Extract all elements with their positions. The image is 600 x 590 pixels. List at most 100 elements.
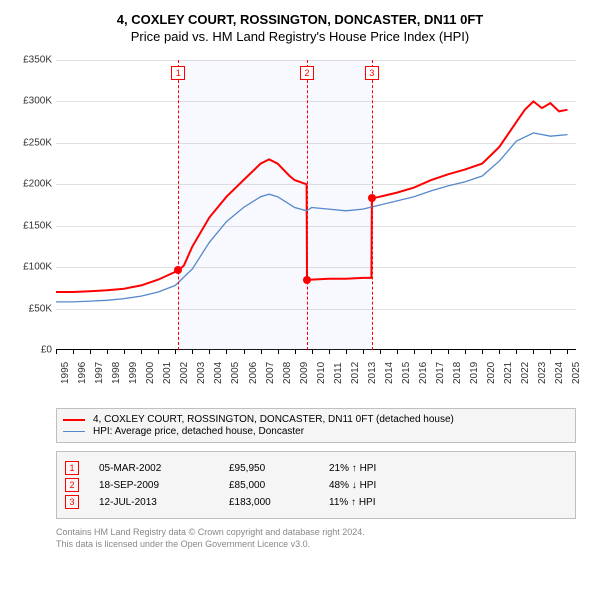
series-hpi	[56, 133, 568, 302]
sale-marker-line	[178, 60, 179, 350]
y-axis-label: £300K	[12, 96, 52, 107]
x-tick	[431, 350, 432, 354]
x-axis-label: 2016	[418, 362, 429, 384]
legend-row: 4, COXLEY COURT, ROSSINGTON, DONCASTER, …	[63, 414, 569, 425]
x-tick	[516, 350, 517, 354]
x-tick	[209, 350, 210, 354]
legend-text: 4, COXLEY COURT, ROSSINGTON, DONCASTER, …	[93, 414, 454, 425]
x-axis-label: 2021	[503, 362, 514, 384]
sale-change: 48% ↓ HPI	[329, 480, 429, 491]
x-tick	[175, 350, 176, 354]
x-axis-label: 1997	[94, 362, 105, 384]
x-axis-label: 1998	[111, 362, 122, 384]
x-tick	[141, 350, 142, 354]
x-tick	[244, 350, 245, 354]
sale-point-dot	[174, 266, 182, 274]
y-axis-label: £100K	[12, 262, 52, 273]
y-axis-label: £200K	[12, 179, 52, 190]
sale-change: 11% ↑ HPI	[329, 497, 429, 508]
x-axis-label: 1995	[60, 362, 71, 384]
x-tick	[295, 350, 296, 354]
x-axis-label: 2012	[350, 362, 361, 384]
x-axis-label: 1999	[128, 362, 139, 384]
x-axis-label: 2000	[145, 362, 156, 384]
x-axis-label: 2009	[299, 362, 310, 384]
x-tick	[482, 350, 483, 354]
chart-area: £0£50K£100K£150K£200K£250K£300K£350K1995…	[12, 52, 588, 402]
x-tick	[533, 350, 534, 354]
sale-row: 218-SEP-2009£85,00048% ↓ HPI	[65, 478, 567, 492]
sale-row: 105-MAR-2002£95,95021% ↑ HPI	[65, 461, 567, 475]
x-tick	[56, 350, 57, 354]
y-axis-label: £50K	[12, 303, 52, 314]
x-axis-label: 2017	[435, 362, 446, 384]
x-tick	[448, 350, 449, 354]
sale-date: 18-SEP-2009	[99, 480, 229, 491]
sale-row: 312-JUL-2013£183,00011% ↑ HPI	[65, 495, 567, 509]
x-axis-label: 2019	[469, 362, 480, 384]
x-axis-label: 2025	[571, 362, 582, 384]
x-tick	[346, 350, 347, 354]
legend-swatch	[63, 419, 85, 421]
x-tick	[397, 350, 398, 354]
x-tick	[90, 350, 91, 354]
x-tick	[192, 350, 193, 354]
sale-index-box: 2	[65, 478, 79, 492]
x-tick	[107, 350, 108, 354]
x-tick	[312, 350, 313, 354]
x-axis-label: 2004	[213, 362, 224, 384]
x-axis-label: 2024	[554, 362, 565, 384]
legend-row: HPI: Average price, detached house, Donc…	[63, 426, 569, 437]
sales-table: 105-MAR-2002£95,95021% ↑ HPI 2 18-SEP-2009…	[56, 451, 576, 519]
y-axis-label: £350K	[12, 55, 52, 66]
x-axis-label: 2018	[452, 362, 463, 384]
chart-container: 4, COXLEY COURT, ROSSINGTON, DONCASTER, …	[0, 0, 600, 558]
y-axis-label: £0	[12, 345, 52, 356]
sale-date: 05-MAR-2002	[99, 463, 229, 474]
x-axis-label: 2006	[248, 362, 259, 384]
y-axis-label: £150K	[12, 220, 52, 231]
footer-line-1: Contains HM Land Registry data © Crown c…	[56, 527, 576, 539]
x-axis-label: 2014	[384, 362, 395, 384]
x-tick	[567, 350, 568, 354]
legend-box: 4, COXLEY COURT, ROSSINGTON, DONCASTER, …	[56, 408, 576, 443]
x-tick	[278, 350, 279, 354]
x-axis-label: 2005	[230, 362, 241, 384]
sale-marker-label: 2	[300, 66, 314, 80]
chart-title-address: 4, COXLEY COURT, ROSSINGTON, DONCASTER, …	[12, 12, 588, 27]
x-axis-label: 2023	[537, 362, 548, 384]
sale-marker-label: 1	[171, 66, 185, 80]
x-axis-label: 2003	[196, 362, 207, 384]
x-axis-label: 1996	[77, 362, 88, 384]
x-axis-label: 2022	[520, 362, 531, 384]
x-tick	[550, 350, 551, 354]
x-tick	[499, 350, 500, 354]
line-chart-svg	[56, 60, 576, 350]
x-axis-label: 2011	[333, 362, 344, 384]
sale-point-dot	[303, 276, 311, 284]
legend-text: HPI: Average price, detached house, Donc…	[93, 426, 304, 437]
legend-swatch	[63, 431, 85, 432]
plot-area	[56, 60, 576, 350]
chart-subtitle: Price paid vs. HM Land Registry's House …	[12, 29, 588, 44]
x-axis-label: 2010	[316, 362, 327, 384]
series-price_paid	[56, 101, 568, 292]
x-tick	[363, 350, 364, 354]
sale-change: 21% ↑ HPI	[329, 463, 429, 474]
x-axis-label: 2015	[401, 362, 412, 384]
x-tick	[226, 350, 227, 354]
x-axis-label: 2020	[486, 362, 497, 384]
sale-index-box: 3	[65, 495, 79, 509]
sale-marker-line	[307, 60, 308, 350]
sale-point-dot	[368, 194, 376, 202]
x-tick	[73, 350, 74, 354]
x-axis-label: 2002	[179, 362, 190, 384]
sale-marker-label: 3	[365, 66, 379, 80]
sale-price: £95,950	[229, 463, 329, 474]
x-tick	[124, 350, 125, 354]
x-tick	[380, 350, 381, 354]
attribution-footer: Contains HM Land Registry data © Crown c…	[56, 527, 576, 550]
x-tick	[414, 350, 415, 354]
sale-date: 12-JUL-2013	[99, 497, 229, 508]
x-tick	[261, 350, 262, 354]
